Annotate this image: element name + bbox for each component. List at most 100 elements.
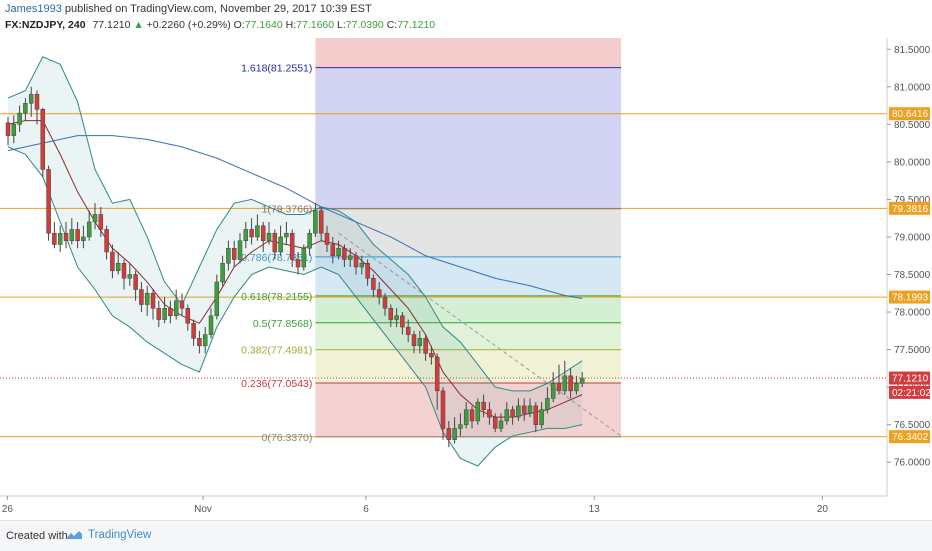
bollinger-upper bbox=[7, 56, 583, 392]
y-tick-label-9: 80.5000 bbox=[894, 120, 931, 131]
candle bbox=[139, 282, 144, 313]
candle bbox=[307, 229, 312, 256]
price-tag-text: 77.1210 bbox=[892, 374, 929, 385]
high-label: H: bbox=[285, 19, 297, 31]
candle bbox=[516, 398, 521, 421]
fib-label-5: 0.382(77.4981) bbox=[241, 345, 312, 357]
candle bbox=[533, 402, 539, 433]
candle-body bbox=[86, 221, 92, 238]
candle-body bbox=[446, 428, 452, 440]
candle-body bbox=[388, 308, 394, 320]
candle-body bbox=[173, 300, 179, 317]
chart-header: James1993 published on TradingView.com, … bbox=[0, 0, 932, 36]
candle-body bbox=[498, 420, 504, 429]
candle bbox=[23, 98, 28, 121]
candle bbox=[301, 244, 307, 271]
fib-label-0: 1.618(81.2551) bbox=[241, 63, 312, 75]
open-value: 77.1640 bbox=[244, 19, 283, 31]
candle bbox=[40, 107, 46, 177]
open-label: O: bbox=[233, 19, 245, 31]
publish-line: James1993 published on TradingView.com, … bbox=[5, 3, 372, 15]
x-tick-label-4: 13 bbox=[589, 504, 601, 515]
y-tick-label-8: 80.0000 bbox=[894, 157, 931, 168]
author-link[interactable]: James1993 bbox=[5, 3, 62, 15]
candle-body bbox=[63, 232, 69, 241]
candle bbox=[336, 240, 341, 260]
candle-body bbox=[394, 315, 399, 320]
candle-body bbox=[527, 405, 533, 414]
candle-body bbox=[144, 293, 150, 305]
candle-body bbox=[516, 405, 521, 418]
candle bbox=[382, 293, 388, 316]
price-chart[interactable]: 1.618(81.2551) 1(79.3766) 0.786(78.7351) 0.… bbox=[0, 0, 932, 520]
candle bbox=[324, 225, 330, 252]
candle-body bbox=[382, 296, 388, 309]
candle bbox=[208, 308, 214, 339]
candle-body bbox=[284, 232, 289, 238]
publish-info: published on TradingView.com, November 2… bbox=[61, 3, 372, 15]
fib-label-3: 0.618(78.2155) bbox=[241, 291, 312, 303]
candle bbox=[429, 345, 434, 365]
candle bbox=[371, 274, 376, 298]
price-tag-5: 76.3402 bbox=[889, 430, 930, 444]
candle-body bbox=[133, 274, 138, 290]
candle-body bbox=[75, 229, 80, 241]
candle bbox=[115, 251, 121, 275]
candle bbox=[446, 420, 452, 448]
x-tick-label-5: 20 bbox=[817, 504, 829, 515]
y-tick-label-3: 77.5000 bbox=[894, 345, 931, 356]
y-tick-label-6: 79.0000 bbox=[894, 232, 931, 243]
candle bbox=[92, 203, 98, 230]
symbol-name: FX:NZDJPY, 240 bbox=[5, 19, 86, 31]
candle bbox=[237, 233, 243, 264]
candle bbox=[86, 210, 92, 241]
candle-body bbox=[162, 308, 167, 320]
price-tag-1: 79.3816 bbox=[889, 201, 930, 215]
tradingview-brand[interactable]: TradingView bbox=[88, 529, 152, 541]
candle bbox=[440, 387, 446, 440]
candle-body bbox=[533, 405, 539, 425]
candle-body bbox=[81, 236, 86, 241]
price-tag-3: 77.1210 bbox=[889, 371, 930, 385]
price-tag-bg bbox=[889, 107, 930, 121]
candle bbox=[400, 312, 405, 335]
candle bbox=[411, 330, 417, 354]
price-tag-bg bbox=[889, 430, 930, 444]
candle-body bbox=[17, 112, 22, 125]
price-tag-text: 02:21:02 bbox=[892, 388, 931, 399]
candle-body bbox=[266, 232, 272, 241]
candle-body bbox=[156, 308, 162, 320]
candle-body bbox=[34, 94, 40, 110]
candle-body bbox=[307, 232, 312, 249]
candle bbox=[191, 319, 196, 346]
candle bbox=[504, 402, 510, 425]
y-tick-label-0: 76.0000 bbox=[894, 458, 931, 469]
fib-band-4 bbox=[315, 295, 621, 323]
candle-body bbox=[139, 289, 144, 305]
candle-body bbox=[179, 300, 185, 309]
candle bbox=[574, 375, 579, 395]
x-tick-label-1: 26 bbox=[2, 504, 14, 515]
candle-body bbox=[231, 247, 237, 260]
candle-body bbox=[214, 281, 220, 317]
price-tag-text: 76.3402 bbox=[892, 432, 929, 443]
price-tag-bg bbox=[889, 290, 930, 304]
candle-body bbox=[98, 214, 104, 230]
price-tag-text: 80.6416 bbox=[892, 109, 929, 120]
candle bbox=[353, 251, 359, 275]
candle bbox=[521, 398, 527, 421]
candle-body bbox=[376, 289, 382, 298]
candle bbox=[452, 417, 457, 444]
candle bbox=[185, 304, 191, 331]
fib-band-5 bbox=[315, 322, 621, 350]
candle bbox=[347, 248, 353, 267]
candle bbox=[556, 364, 562, 395]
candle bbox=[481, 394, 486, 418]
candle-body bbox=[5, 122, 11, 136]
candle bbox=[243, 221, 249, 249]
candle bbox=[284, 221, 289, 245]
candle-body bbox=[324, 232, 330, 245]
price-tag-text: 79.3816 bbox=[892, 204, 929, 215]
candle bbox=[278, 225, 283, 256]
candle-body bbox=[11, 124, 17, 136]
